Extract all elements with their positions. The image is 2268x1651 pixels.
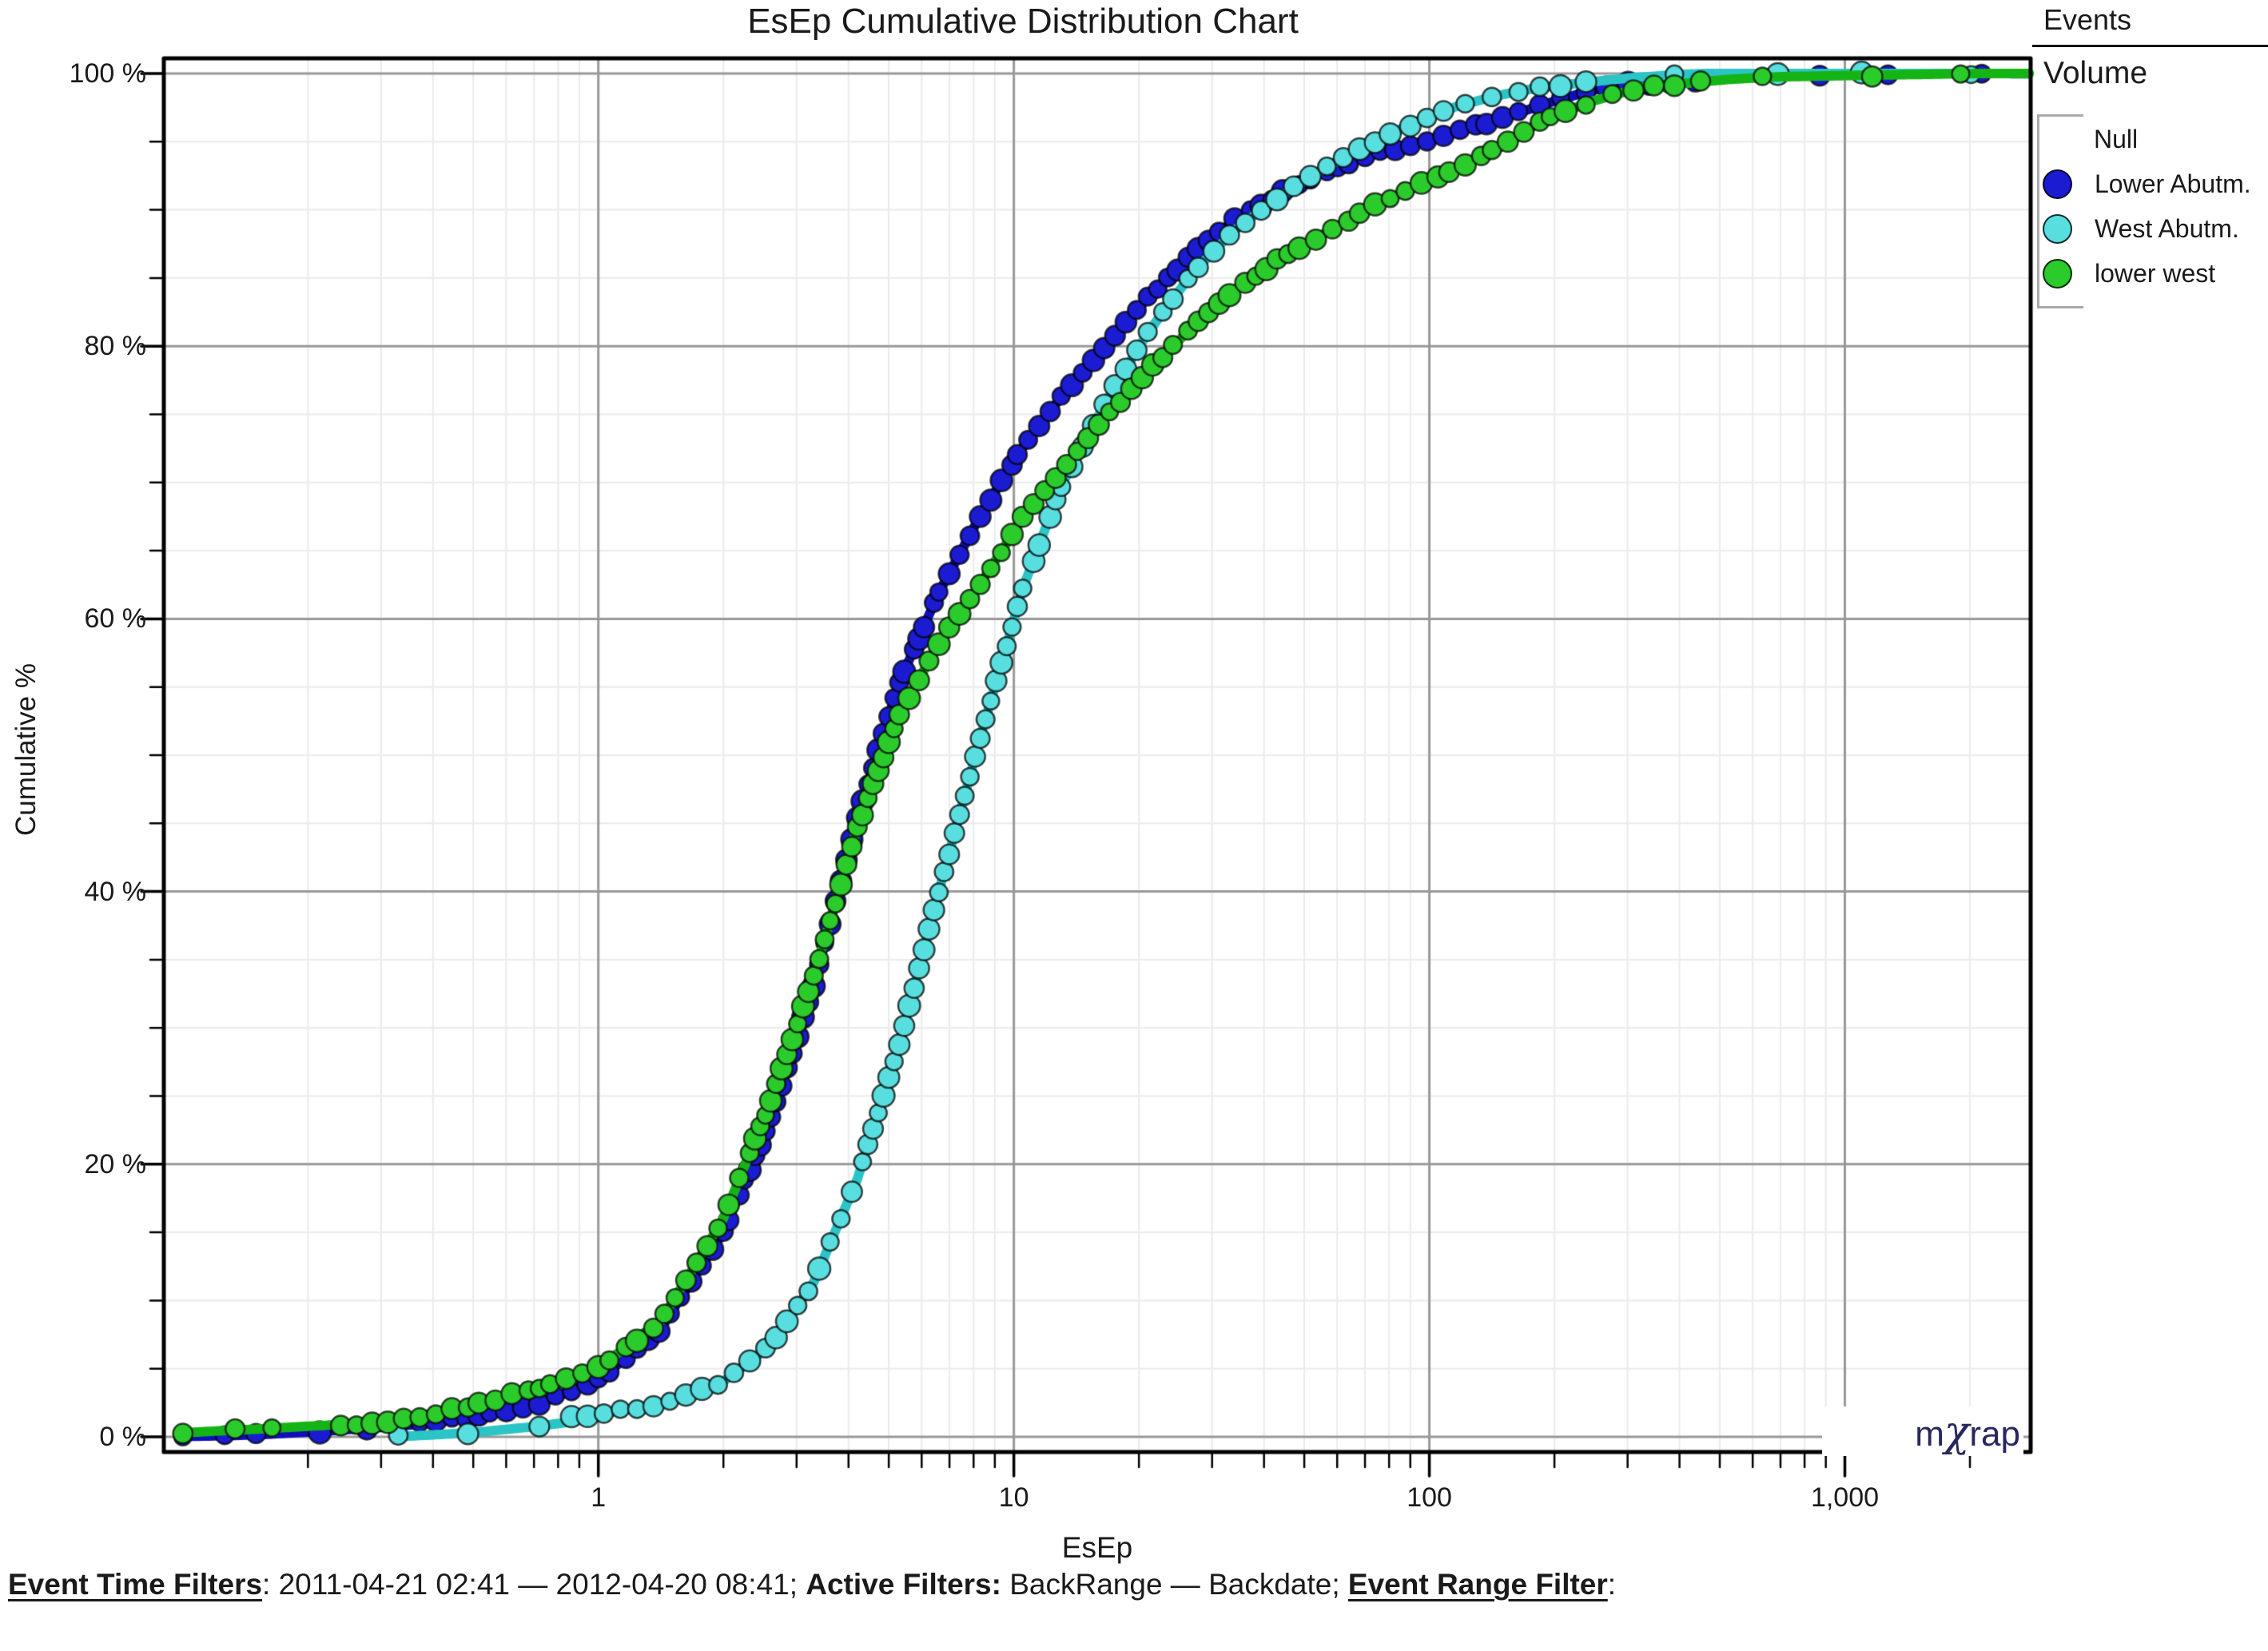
legend-item-null[interactable]: Null xyxy=(2094,125,2139,153)
legend-marker-icon xyxy=(2043,258,2072,288)
mxrap-logo-chi: χ xyxy=(1944,1408,1970,1456)
legend-marker-icon xyxy=(2043,169,2072,199)
legend-item-lower-abutm[interactable]: Lower Abutm. xyxy=(2043,162,2268,205)
x-tick-label: 10 xyxy=(998,1482,1029,1513)
legend-header-divider xyxy=(2032,45,2268,47)
caption-segment: Event Range Filter xyxy=(1347,1568,1608,1601)
legend-item-label: lower west xyxy=(2095,258,2216,288)
legend-volume-header[interactable]: Volume xyxy=(2043,56,2148,90)
caption-segment: : xyxy=(1607,1568,1617,1601)
x-tick-label: 1 xyxy=(591,1482,607,1513)
mxrap-logo: mχrap xyxy=(1822,1406,2023,1456)
y-tick-label: 0 % xyxy=(99,1422,146,1452)
filters-caption: Event Time Filters: 2011-04-21 02:41 — 2… xyxy=(8,1568,2262,1601)
legend-item-label: Lower Abutm. xyxy=(2095,169,2251,198)
caption-segment: Active Filters: xyxy=(806,1568,1001,1601)
caption-segment: : 2011-04-21 02:41 — 2012-04-20 08:41; xyxy=(262,1568,806,1601)
y-axis-title: Cumulative % xyxy=(10,663,42,836)
legend-group-bracket-bottom xyxy=(2037,306,2083,308)
y-tick-label: 80 % xyxy=(84,331,147,362)
mxrap-logo-rap: rap xyxy=(1969,1414,2020,1454)
y-tick-label: 100 % xyxy=(69,58,146,89)
legend-item-label: West Abutm. xyxy=(2095,213,2239,243)
y-tick-label: 20 % xyxy=(84,1148,147,1180)
x-tick-label: 100 xyxy=(1407,1482,1452,1513)
x-axis-title: EsEp xyxy=(1061,1531,1133,1564)
y-tick-label: 40 % xyxy=(84,876,147,907)
legend-group-bracket-top xyxy=(2037,114,2083,117)
y-tick-label: 60 % xyxy=(84,603,147,635)
caption-segment: BackRange — Backdate; xyxy=(1001,1568,1348,1601)
legend-item-lower-west[interactable]: lower west xyxy=(2043,252,2268,295)
legend-group-bracket xyxy=(2037,114,2039,308)
chart-title: EsEp Cumulative Distribution Chart xyxy=(747,2,1299,41)
caption-segment: Event Time Filters xyxy=(8,1568,263,1601)
legend-events-header: Events xyxy=(2043,3,2132,36)
mxrap-logo-m: m xyxy=(1915,1414,1944,1454)
legend-item-west-abutm[interactable]: West Abutm. xyxy=(2043,207,2268,250)
legend-marker-icon xyxy=(2043,213,2072,244)
x-tick-label: 1,000 xyxy=(1810,1482,1880,1513)
